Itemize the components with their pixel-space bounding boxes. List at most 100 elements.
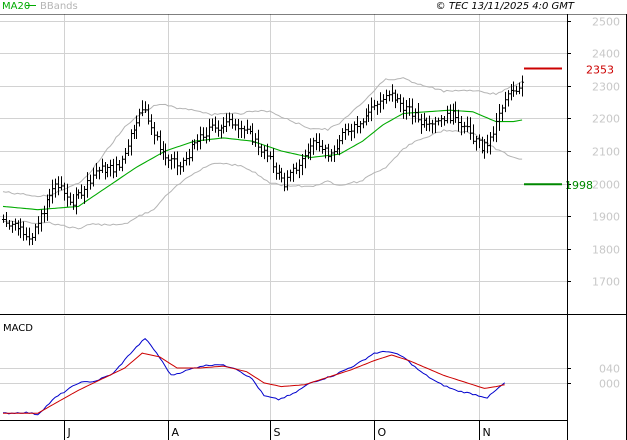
ohlc-bar xyxy=(193,139,196,150)
ohlc-bar xyxy=(249,125,252,135)
ohlc-bar xyxy=(243,125,246,139)
ohlc-bar xyxy=(220,124,223,139)
price-y-tick-label: 2400 xyxy=(592,48,620,61)
ohlc-bar xyxy=(77,189,80,199)
ohlc-bar xyxy=(367,104,370,123)
ohlc-bar xyxy=(95,163,98,179)
ohlc-bar xyxy=(475,135,478,151)
ohlc-bar xyxy=(501,104,504,122)
ohlc-bar xyxy=(298,159,301,179)
ohlc-bar xyxy=(83,185,86,204)
ohlc-bar xyxy=(333,145,336,163)
price-panel: 1700 1800 1900 2000 2100 2200 2300 2400 2500 235… xyxy=(0,14,620,314)
ohlc-bar xyxy=(156,131,159,141)
ohlc-bar xyxy=(8,220,11,230)
macd-line xyxy=(2,338,506,416)
ohlc-bar xyxy=(214,116,217,133)
ohlc-bar xyxy=(222,117,225,134)
macd-grid xyxy=(0,316,567,420)
ohlc-bar xyxy=(251,123,254,145)
ohlc-bar xyxy=(304,149,307,169)
ohlc-bar xyxy=(408,98,411,116)
ohlc-bar xyxy=(170,154,173,170)
ohlc-bar xyxy=(86,172,89,198)
ohlc-bar xyxy=(205,127,208,144)
ohlc-bar xyxy=(217,120,220,137)
x-tick-label: O xyxy=(378,426,387,439)
bband-upper-line xyxy=(2,77,523,198)
ohlc-bar xyxy=(515,85,518,95)
ohlc-bar xyxy=(362,118,365,129)
ohlc-bar xyxy=(115,156,118,178)
ohlc-bar xyxy=(507,90,510,107)
copyright-text: © TEC 13/11/2025 4:0 GMT xyxy=(436,1,575,12)
ohlc-bar xyxy=(394,89,397,109)
ohlc-bar xyxy=(130,129,133,156)
ohlc-bar xyxy=(37,216,40,235)
ohlc-bar xyxy=(446,105,449,124)
ohlc-bar xyxy=(454,101,457,123)
price-grid xyxy=(0,14,567,314)
ohlc-bar xyxy=(286,170,289,191)
ohlc-bar xyxy=(280,167,283,183)
ohlc-bar xyxy=(254,133,257,147)
ohlc-bar xyxy=(135,115,138,139)
ohlc-bar xyxy=(124,147,127,164)
ohlc-bar xyxy=(48,188,51,208)
ohlc-bar xyxy=(420,113,423,134)
ohlc-bar xyxy=(234,118,237,131)
ohlc-bar xyxy=(2,214,5,223)
ohlc-bar xyxy=(133,124,136,140)
ohlc-bar xyxy=(275,162,278,180)
ohlc-bar xyxy=(147,104,150,125)
ohlc-bar xyxy=(202,127,205,141)
ohlc-bar xyxy=(466,116,469,133)
legend: MA20 BBands xyxy=(2,1,78,12)
ohlc-bar xyxy=(396,93,399,103)
bollinger-bands xyxy=(2,77,523,230)
ohlc-bar xyxy=(318,133,321,152)
ohlc-bar xyxy=(295,162,298,175)
macd-y-tick-label: 040 xyxy=(599,363,620,376)
ohlc-bar xyxy=(391,84,394,102)
ohlc-bar xyxy=(359,120,362,134)
ohlc-bar xyxy=(167,154,170,169)
ohlc-bar xyxy=(92,167,95,187)
ohlc-bar xyxy=(138,108,141,127)
ohlc-bar xyxy=(98,166,101,180)
macd-title: MACD xyxy=(3,323,33,334)
support-label: 1998 xyxy=(565,179,593,192)
ohlc-bar xyxy=(31,233,34,246)
ohlc-bar xyxy=(104,162,107,180)
ohlc-bar xyxy=(118,159,121,171)
ohlc-bar xyxy=(512,81,515,97)
ohlc-bar xyxy=(40,209,43,232)
ohlc-bar xyxy=(162,141,165,160)
ohlc-bar xyxy=(191,139,194,162)
ohlc-bar xyxy=(434,116,437,134)
ohlc-bar xyxy=(353,121,356,139)
ohlc-bar xyxy=(121,155,124,172)
x-tick-label: N xyxy=(483,426,491,439)
ohlc-bar xyxy=(75,187,78,215)
ohlc-bar xyxy=(283,172,286,192)
ohlc-bar xyxy=(173,151,176,169)
ohlc-bar xyxy=(518,82,521,95)
ohlc-bar xyxy=(43,205,46,223)
price-y-tick-label: 2500 xyxy=(592,16,620,29)
ohlc-bar xyxy=(478,134,481,149)
ohlc-bar xyxy=(405,100,408,120)
ohlc-bar xyxy=(164,143,167,166)
ohlc-bar xyxy=(101,158,104,174)
ohlc-bar xyxy=(472,124,475,145)
legend-ma20-label: MA20 xyxy=(2,1,30,12)
ma20-layer xyxy=(2,109,523,211)
ohlc-bar xyxy=(196,134,199,151)
ohlc-bar xyxy=(141,100,144,117)
price-y-tick-label: 2000 xyxy=(592,179,620,192)
ohlc-bar xyxy=(263,145,266,160)
ohlc-bar xyxy=(57,176,60,196)
